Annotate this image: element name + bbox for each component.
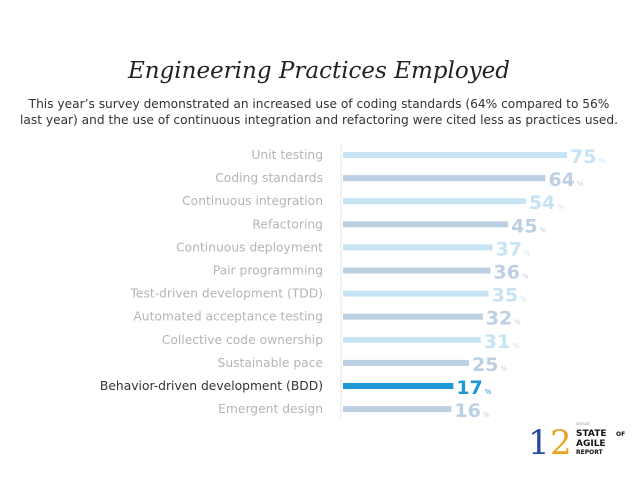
bar xyxy=(343,198,526,205)
percent-label: % xyxy=(514,319,521,327)
percent-label: % xyxy=(577,180,584,188)
svg-text:STATE: STATE xyxy=(576,429,606,439)
percent-label: % xyxy=(485,388,492,396)
category-label: Continuous deployment xyxy=(176,240,323,254)
percent-label: % xyxy=(520,296,527,304)
state-of-agile-logo: 1 2 annual STATE OF AGILE REPORT xyxy=(528,421,625,458)
category-label: Behavior-driven development (BDD) xyxy=(100,379,323,393)
bar xyxy=(343,406,452,413)
value-label: 54 xyxy=(529,192,555,214)
bar xyxy=(343,313,483,320)
value-label: 31 xyxy=(484,331,510,353)
svg-text:1: 1 xyxy=(528,423,550,458)
svg-text:annual: annual xyxy=(576,421,590,426)
percent-label: % xyxy=(540,226,547,234)
value-label: 25 xyxy=(472,354,498,376)
bar xyxy=(343,175,546,182)
svg-text:2: 2 xyxy=(550,423,572,458)
percent-label: % xyxy=(598,157,605,165)
value-label: 75 xyxy=(570,146,596,168)
value-label: 32 xyxy=(486,308,512,330)
value-label: 36 xyxy=(494,262,520,284)
bar xyxy=(343,359,469,366)
category-label: Sustainable pace xyxy=(218,356,323,370)
category-label: Unit testing xyxy=(251,148,323,162)
percent-label: % xyxy=(557,203,564,211)
percent-label: % xyxy=(512,342,519,350)
svg-text:REPORT: REPORT xyxy=(576,449,604,456)
value-label: 64 xyxy=(548,169,574,191)
chart-title: Engineering Practices Employed xyxy=(127,58,511,84)
value-label: 37 xyxy=(496,238,522,260)
category-label: Emergent design xyxy=(218,402,323,416)
bar xyxy=(343,221,509,228)
svg-text:AGILE: AGILE xyxy=(576,439,606,449)
value-label: 17 xyxy=(456,377,482,399)
bar xyxy=(343,383,454,389)
category-label: Automated acceptance testing xyxy=(133,310,323,324)
category-label: Test-driven development (TDD) xyxy=(129,287,323,301)
bar xyxy=(343,336,481,343)
bar xyxy=(343,290,489,297)
category-label: Collective code ownership xyxy=(162,333,323,347)
category-label: Coding standards xyxy=(215,171,323,185)
bar xyxy=(343,244,493,251)
bar xyxy=(343,267,491,274)
category-label: Refactoring xyxy=(252,217,323,231)
percent-label: % xyxy=(524,249,531,257)
percent-label: % xyxy=(500,365,507,373)
percent-label: % xyxy=(483,411,490,419)
percent-label: % xyxy=(522,273,529,281)
category-label: Pair programming xyxy=(213,264,323,278)
bar xyxy=(343,152,567,158)
value-label: 35 xyxy=(492,285,518,307)
value-label: 16 xyxy=(454,400,480,422)
category-label: Continuous integration xyxy=(182,194,323,208)
chart-subtitle: This year’s survey demonstrated an incre… xyxy=(20,97,619,127)
svg-text:OF: OF xyxy=(616,431,625,438)
value-label: 45 xyxy=(511,215,537,237)
